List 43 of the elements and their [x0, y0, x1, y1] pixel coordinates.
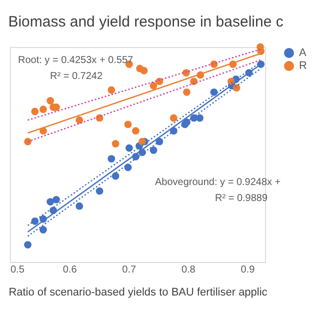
point: [150, 146, 158, 154]
point: [125, 144, 133, 152]
x-tick-label: 0.8: [181, 264, 196, 276]
annotation: Root: y = 0.4253x + 0.557: [18, 55, 134, 66]
point: [76, 116, 84, 124]
point: [46, 97, 54, 104]
point: [96, 187, 104, 195]
point: [40, 106, 47, 114]
point: [138, 138, 146, 146]
x-tick-label: 0.5: [10, 264, 25, 276]
point: [52, 196, 60, 204]
point: [210, 88, 218, 96]
point: [112, 140, 120, 148]
x-axis-title: Ratio of scenario-based yields to BAU fertiliser applic: [8, 286, 268, 298]
point: [24, 138, 32, 146]
point: [196, 114, 204, 122]
point: [170, 114, 178, 122]
legend-label: A: [299, 47, 307, 59]
point: [46, 198, 54, 206]
annotation: R² = 0.9889: [215, 193, 268, 204]
point: [182, 69, 190, 76]
x-tick-label: 0.6: [62, 264, 78, 276]
point: [112, 172, 120, 180]
annotation: R² = 0.7242: [50, 71, 103, 82]
point: [150, 82, 158, 90]
x-tick-label: 0.7: [122, 264, 136, 276]
point: [183, 88, 190, 96]
point: [76, 202, 84, 210]
point: [40, 226, 47, 234]
point: [124, 120, 132, 128]
annotation: Aboveground: y = 0.9248x +: [155, 177, 281, 188]
point: [190, 78, 198, 86]
point: [108, 155, 116, 162]
x-tick-label: 0.9: [240, 264, 256, 276]
point: [140, 66, 148, 74]
point: [24, 241, 32, 248]
point: [232, 84, 240, 92]
point: [132, 127, 140, 135]
legend-label: R: [299, 60, 307, 72]
chart-title: Biomass and yield response in baseline c: [8, 13, 284, 30]
point: [124, 164, 132, 172]
point: [108, 86, 116, 94]
point: [31, 108, 39, 116]
